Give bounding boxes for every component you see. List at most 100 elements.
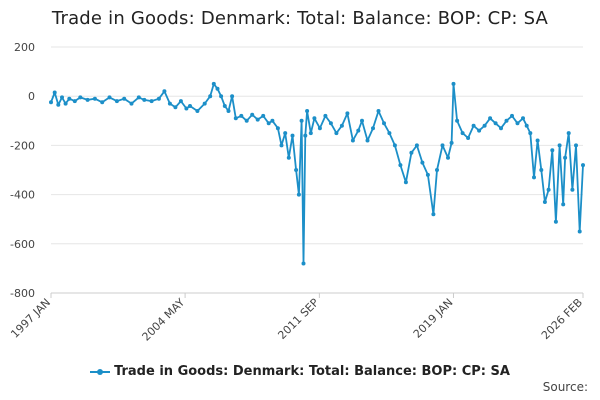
data-point[interactable] [239,113,244,118]
data-point[interactable] [142,97,147,102]
data-point[interactable] [493,121,498,126]
data-point[interactable] [275,126,280,131]
data-point[interactable] [202,101,207,106]
data-point[interactable] [539,168,544,172]
data-point[interactable] [167,101,172,106]
data-point[interactable] [114,99,119,104]
data-point[interactable] [266,121,271,126]
data-point[interactable] [301,261,306,266]
data-point[interactable] [339,123,344,128]
data-point[interactable] [431,212,436,217]
data-point[interactable] [471,123,476,128]
data-point[interactable] [328,121,333,126]
data-point[interactable] [557,143,562,148]
data-point[interactable] [542,200,547,204]
data-point[interactable] [100,100,105,105]
data-point[interactable] [233,116,238,121]
data-point[interactable] [532,175,536,180]
data-point[interactable] [521,116,525,121]
data-point[interactable] [561,202,566,207]
data-point[interactable] [308,131,313,136]
data-point[interactable] [122,96,127,101]
data-point[interactable] [56,102,61,107]
data-point[interactable] [455,118,460,123]
data-point[interactable] [149,99,154,104]
data-point[interactable] [250,112,255,117]
data-point[interactable] [350,138,355,143]
data-point[interactable] [222,104,227,108]
data-point[interactable] [215,86,220,91]
data-point[interactable] [188,104,192,108]
data-point[interactable] [581,163,585,168]
data-point[interactable] [466,136,471,140]
data-point[interactable] [382,121,386,126]
data-point[interactable] [296,192,301,197]
data-point[interactable] [460,131,465,136]
data-point[interactable] [129,101,134,106]
data-point[interactable] [420,160,425,165]
data-point[interactable] [323,113,328,118]
data-point[interactable] [414,143,419,148]
data-point[interactable] [173,105,178,110]
data-point[interactable] [219,94,224,99]
data-point[interactable] [504,118,509,123]
data-point[interactable] [305,109,310,113]
data-point[interactable] [425,172,430,177]
data-point[interactable] [371,126,375,131]
data-point[interactable] [195,109,200,113]
data-point[interactable] [85,97,90,102]
data-point[interactable] [184,106,189,111]
data-point[interactable] [107,95,112,100]
data-point[interactable] [451,81,456,86]
data-point[interactable] [279,143,284,148]
data-point[interactable] [360,118,364,123]
data-point[interactable] [156,96,161,101]
data-point[interactable] [312,116,317,121]
data-point[interactable] [356,128,361,133]
data-point[interactable] [477,128,482,133]
data-point[interactable] [211,81,216,86]
data-point[interactable] [482,123,487,128]
data-point[interactable] [387,131,392,136]
data-point[interactable] [446,155,450,160]
data-point[interactable] [376,109,381,113]
data-point[interactable] [449,140,454,145]
data-point[interactable] [178,99,183,104]
data-point[interactable] [499,126,503,131]
data-point[interactable] [398,163,403,168]
data-point[interactable] [510,113,514,118]
data-point[interactable] [334,131,339,136]
data-point[interactable] [208,94,213,99]
data-point[interactable] [255,117,260,122]
data-point[interactable] [299,118,304,123]
data-point[interactable] [136,95,141,100]
data-point[interactable] [60,95,64,100]
legend[interactable]: Trade in Goods: Denmark: Total: Balance:… [0,364,600,379]
data-point[interactable] [230,94,235,99]
data-point[interactable] [440,143,445,148]
data-point[interactable] [286,155,291,160]
data-point[interactable] [72,99,77,104]
data-point[interactable] [261,113,266,118]
data-point[interactable] [550,148,555,153]
data-point[interactable] [226,109,231,113]
data-point[interactable] [528,131,533,136]
data-point[interactable] [78,95,83,100]
data-point[interactable] [577,229,582,234]
data-point[interactable] [435,168,439,172]
data-point[interactable] [566,131,571,136]
data-point[interactable] [409,150,414,155]
data-point[interactable] [403,180,408,185]
data-point[interactable] [392,143,397,148]
data-point[interactable] [303,133,308,138]
data-point[interactable] [574,143,578,148]
data-point[interactable] [283,131,288,136]
data-point[interactable] [52,90,57,95]
data-point[interactable] [49,100,53,105]
data-point[interactable] [570,187,575,192]
data-point[interactable] [317,126,322,131]
data-point[interactable] [63,101,68,106]
data-point[interactable] [365,138,370,143]
data-point[interactable] [345,111,350,116]
data-point[interactable] [92,96,97,101]
